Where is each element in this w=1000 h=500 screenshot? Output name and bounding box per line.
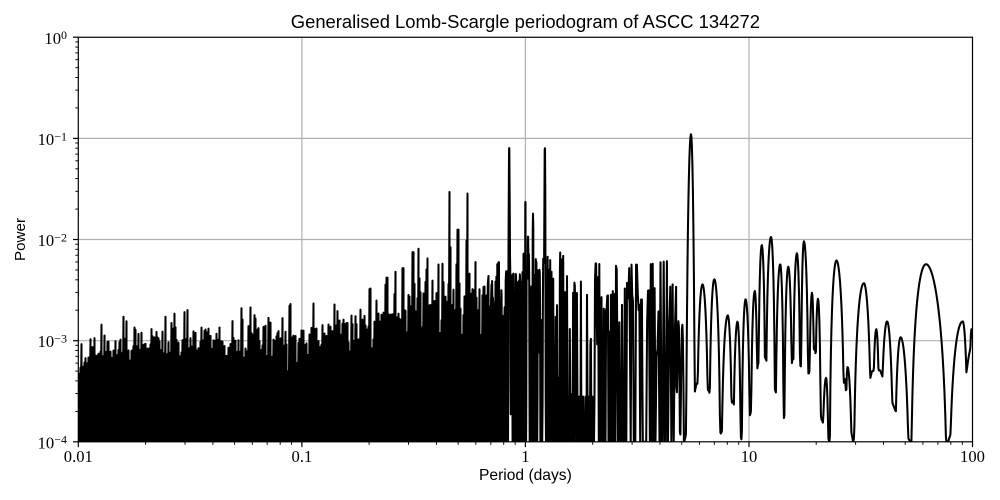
svg-text:0.01: 0.01: [64, 447, 93, 466]
svg-text:1: 1: [521, 447, 529, 466]
svg-text:100: 100: [960, 447, 985, 466]
svg-text:Period (days): Period (days): [479, 467, 572, 484]
svg-text:Generalised Lomb-Scargle perio: Generalised Lomb-Scargle periodogram of …: [291, 11, 760, 32]
svg-text:10: 10: [741, 447, 758, 466]
svg-text:Power: Power: [12, 218, 29, 261]
svg-text:0.1: 0.1: [292, 447, 313, 466]
